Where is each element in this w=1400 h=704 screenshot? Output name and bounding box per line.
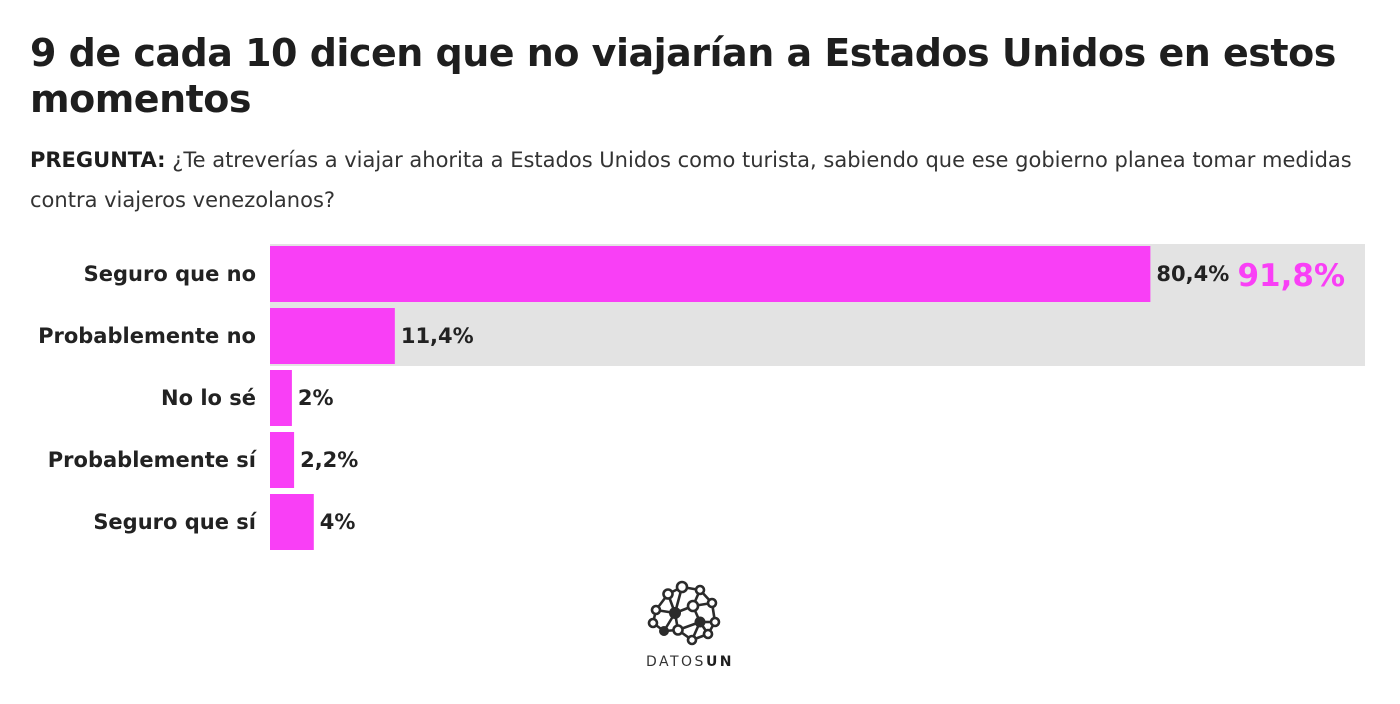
- logo-text-bold: UN: [705, 654, 735, 670]
- data-label: 2%: [298, 386, 334, 410]
- chart-question: PREGUNTA: ¿Te atreverías a viajar ahorit…: [30, 140, 1380, 220]
- category-label: No lo sé: [161, 386, 256, 410]
- bar: [270, 494, 314, 550]
- bar: [270, 308, 395, 364]
- data-label: 2,2%: [300, 448, 358, 472]
- bar: [270, 246, 1151, 302]
- bar: [270, 370, 292, 426]
- question-label: PREGUNTA:: [30, 148, 166, 172]
- data-label: 4%: [320, 510, 356, 534]
- data-label: 11,4%: [401, 324, 474, 348]
- logo-wordmark: DATOSUN: [620, 654, 760, 670]
- data-label: 80,4%: [1156, 262, 1229, 286]
- chart-title: 9 de cada 10 dicen que no viajarían a Es…: [30, 31, 1336, 121]
- category-label: Probablemente sí: [48, 448, 258, 472]
- category-label: Seguro que sí: [93, 510, 257, 534]
- question-text: ¿Te atreverías a viajar ahorita a Estado…: [30, 148, 1352, 212]
- datosun-logo: DATOSUN: [620, 578, 760, 678]
- category-label: Seguro que no: [84, 262, 256, 286]
- network-brain-icon: [647, 580, 721, 646]
- logo-text-light: DATOS: [645, 654, 706, 670]
- highlight-total-label: 91,8%: [1237, 258, 1345, 294]
- bar: [270, 432, 295, 488]
- category-label: Probablemente no: [38, 324, 256, 348]
- bar-chart: Seguro que no 80,4% Probablemente no 11,4% N…: [38, 244, 1365, 550]
